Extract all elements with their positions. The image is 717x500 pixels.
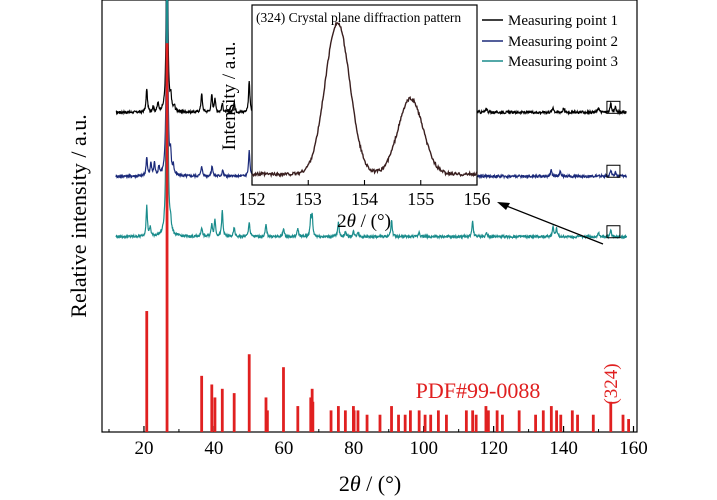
reference-stick [500, 414, 504, 432]
reference-stick [356, 410, 360, 432]
reference-stick [591, 414, 595, 432]
reference-stick [296, 406, 300, 432]
reference-stick [390, 406, 393, 432]
main-x-tick-label: 40 [204, 438, 223, 459]
inset-x-tick-label: 155 [407, 189, 434, 209]
legend: Measuring point 1 Measuring point 2 Meas… [482, 13, 618, 70]
inset-x-tick-label: 154 [351, 189, 378, 209]
reference-stick [311, 401, 315, 432]
reference-stick [464, 410, 468, 432]
reference-stick [210, 384, 214, 432]
reference-stick [559, 414, 563, 432]
main-x-tick-label: 60 [274, 438, 293, 459]
reference-stick [555, 410, 558, 432]
reference-stick [486, 410, 490, 432]
reference-stick [621, 414, 625, 432]
highlight-box-2 [606, 164, 621, 178]
reference-stick [200, 375, 204, 432]
reference-stick [445, 414, 448, 432]
reference-stick [213, 397, 217, 432]
main-x-tick-label: 140 [549, 438, 578, 459]
main-x-tick-label: 20 [134, 438, 153, 459]
legend-label-1: Measuring point 1 [508, 13, 618, 29]
inset-x-ticks: 152 153 154 155 156 [239, 180, 491, 209]
inset-x-tick-label: 153 [295, 189, 322, 209]
reference-stick [471, 410, 475, 432]
inset-arrow-line [503, 204, 604, 245]
main-plot-frame [101, 0, 638, 433]
reference-stick [576, 414, 579, 432]
reference-stick [282, 367, 285, 432]
main-x-tick-label: 160 [619, 438, 648, 459]
reference-sticks [145, 43, 631, 432]
reference-stick [549, 406, 553, 432]
reference-stick [517, 410, 521, 432]
main-x-tick-label: 120 [479, 438, 508, 459]
main-x-tick-label: 100 [409, 438, 438, 459]
reference-stick [409, 410, 412, 432]
reference-stick [397, 414, 400, 432]
reference-stick [165, 43, 169, 432]
reference-stick [423, 414, 427, 432]
main-y-axis-label: Relative intensity / a.u. [66, 114, 91, 317]
inset-profile-line [251, 21, 478, 179]
inset-frame [251, 4, 478, 186]
reference-stick [474, 414, 478, 432]
main-x-tick-label: 80 [344, 438, 363, 459]
highlight-boxes [606, 100, 621, 239]
reference-stick [220, 388, 224, 432]
reference-stick [365, 414, 369, 432]
reference-stick [352, 410, 356, 432]
inset-title: (324) Crystal plane diffraction pattern [256, 10, 461, 25]
inset-arrow-head [497, 202, 510, 210]
reference-stick [495, 410, 499, 432]
reference-stick [436, 410, 440, 432]
reference-stick [265, 410, 269, 432]
reference-stick [429, 414, 433, 432]
reference-stick [609, 401, 613, 432]
reference-stick [534, 414, 537, 432]
inset-x-tick-label: 156 [464, 189, 491, 209]
reference-stick [329, 410, 333, 432]
reference-stick [145, 311, 149, 432]
main-x-ticks: 20 40 60 80 100 120 140 160 [108, 426, 648, 459]
main-x-axis-label: 2θ / (°) [339, 471, 401, 496]
reference-324-annotation: (324) [601, 363, 622, 404]
reference-stick [484, 406, 488, 432]
reference-stick [336, 406, 340, 432]
reference-stick [570, 410, 574, 432]
reference-stick [627, 419, 631, 432]
legend-label-2: Measuring point 2 [508, 34, 618, 50]
reference-stick [541, 410, 545, 432]
reference-stick [247, 354, 251, 432]
reference-label: PDF#99-0088 [416, 378, 541, 403]
inset-y-axis-label: Intensity / a.u. [219, 42, 240, 151]
highlight-box-3 [606, 225, 621, 239]
reference-stick [403, 414, 407, 432]
highlight-box-1 [606, 100, 621, 114]
series-line-3 [115, 0, 628, 240]
reference-stick [378, 414, 382, 432]
reference-stick [417, 410, 421, 432]
reference-stick [232, 393, 236, 432]
reference-stick [343, 410, 347, 432]
inset-x-tick-label: 152 [239, 189, 266, 209]
legend-label-3: Measuring point 3 [508, 54, 618, 70]
inset-x-axis-label: 2θ / (°) [337, 211, 391, 232]
